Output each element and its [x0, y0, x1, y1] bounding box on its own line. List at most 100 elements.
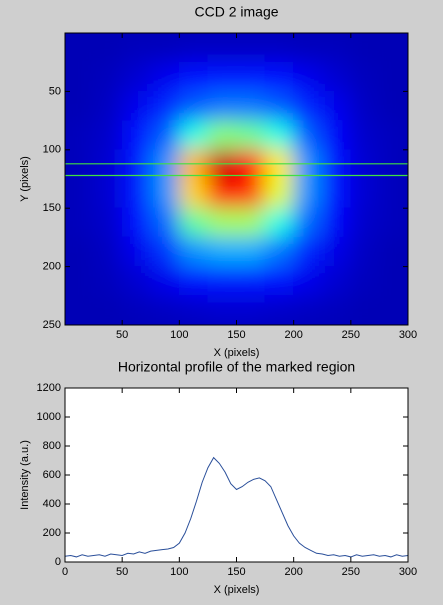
heat-cell [65, 33, 95, 63]
x-tick-label: 200 [284, 329, 302, 341]
image-area [65, 33, 408, 325]
heat-cell [93, 90, 123, 122]
profile-line [64, 456, 409, 558]
image-cells [65, 33, 408, 325]
heat-cell [207, 90, 237, 122]
x-axis-label: X (pixels) [214, 584, 260, 596]
y-tick-label: 800 [43, 440, 61, 452]
heat-cell [293, 295, 323, 325]
heat-cell [378, 236, 408, 268]
heat-cell [236, 61, 266, 92]
heat-cell [93, 178, 123, 209]
heat-cell [93, 61, 123, 92]
x-tick-label: 200 [284, 566, 302, 578]
heat-cell [264, 295, 295, 325]
heat-cell [264, 120, 295, 151]
heat-cell [293, 120, 323, 151]
heat-cell [350, 236, 380, 268]
heat-cell [65, 90, 95, 122]
heat-cell [121, 90, 152, 122]
heat-cell [65, 207, 95, 238]
heat-cell [321, 61, 352, 92]
heat-cell [121, 266, 152, 297]
heat-cell [93, 33, 123, 63]
chart-title: CCD 2 image [194, 4, 278, 20]
heat-cell [236, 295, 266, 325]
x-tick-label: 250 [342, 566, 360, 578]
x-tick-label: 50 [116, 329, 128, 341]
heat-cell [121, 207, 152, 238]
heat-cell [350, 120, 380, 151]
heat-cell [378, 295, 408, 325]
heat-cell [93, 236, 123, 268]
heat-cell [321, 33, 352, 63]
heat-cell [293, 266, 323, 297]
heat-cell [293, 33, 323, 63]
heat-cell [321, 266, 352, 297]
heat-cell [264, 236, 295, 268]
heat-cell [207, 236, 237, 268]
heat-cell [378, 90, 408, 122]
heat-cell [178, 266, 209, 297]
heat-cell [93, 295, 123, 325]
heat-cell [207, 207, 237, 238]
heat-cell [321, 178, 352, 209]
heat-cell [293, 178, 323, 209]
heat-cell [178, 178, 209, 209]
heat-cell [121, 61, 152, 92]
heat-cell [350, 266, 380, 297]
heat-cell [178, 90, 209, 122]
heat-cell [65, 61, 95, 92]
heat-cell [293, 207, 323, 238]
y-tick-label: 200 [43, 527, 61, 539]
x-axis-label: X (pixels) [214, 347, 260, 359]
heat-cell [378, 120, 408, 151]
heat-cell [178, 207, 209, 238]
x-tick-label: 100 [170, 566, 188, 578]
heat-cell [378, 61, 408, 92]
heat-cell [264, 178, 295, 209]
heat-cell [121, 295, 152, 325]
y-tick-label: 250 [43, 319, 61, 331]
x-tick-label: 300 [399, 566, 417, 578]
heat-cell [93, 266, 123, 297]
heat-cell [178, 33, 209, 63]
heat-cell [150, 90, 180, 122]
heat-cell [321, 90, 352, 122]
heat-cell [350, 90, 380, 122]
heat-cell [350, 207, 380, 238]
heat-cell [236, 120, 266, 151]
x-tick-label: 100 [170, 329, 188, 341]
heat-cell [150, 178, 180, 209]
heat-cell [264, 207, 295, 238]
heat-cell [264, 266, 295, 297]
heat-cell [378, 207, 408, 238]
x-tick-label: 300 [399, 329, 417, 341]
heat-cell [150, 207, 180, 238]
heat-cell [207, 266, 237, 297]
heat-cell [121, 236, 152, 268]
heat-cell [207, 295, 237, 325]
heat-cell [264, 33, 295, 63]
heat-cell [236, 90, 266, 122]
x-tick-label: 250 [342, 329, 360, 341]
y-tick-label: 150 [43, 202, 61, 214]
heat-cell [150, 61, 180, 92]
heat-cell [293, 61, 323, 92]
heat-cell [378, 266, 408, 297]
heat-cell [350, 61, 380, 92]
heat-cell [236, 207, 266, 238]
y-axis-label: Intensity (a.u.) [19, 440, 31, 510]
heat-cell [378, 178, 408, 209]
y-tick-label: 50 [49, 85, 61, 97]
y-tick-label: 100 [43, 144, 61, 156]
x-tick-label: 150 [227, 566, 245, 578]
heat-cell [378, 33, 408, 63]
heat-cell [236, 266, 266, 297]
y-tick-label: 200 [43, 261, 61, 273]
heat-cell [150, 33, 180, 63]
heat-cell [350, 178, 380, 209]
heat-cell [321, 236, 352, 268]
heat-cell [321, 207, 352, 238]
y-tick-label: 1000 [37, 411, 61, 423]
